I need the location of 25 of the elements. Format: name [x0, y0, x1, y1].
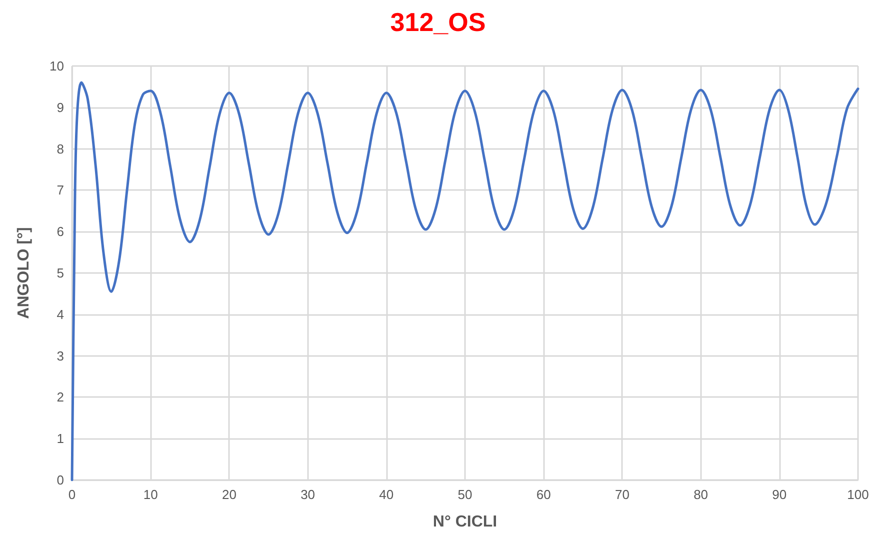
- chart-title: 312_OS: [390, 7, 486, 37]
- x-tick-label: 30: [300, 487, 316, 502]
- x-tick-label: 60: [536, 487, 551, 502]
- y-axis-title: ANGOLO [°]: [16, 227, 32, 319]
- y-tick-label: 6: [56, 224, 64, 240]
- x-tick-label: 80: [694, 487, 708, 502]
- x-tick-label: 100: [847, 487, 869, 502]
- y-tick-label: 8: [56, 141, 64, 156]
- y-tick-label: 3: [56, 348, 64, 364]
- y-tick-label: 5: [56, 266, 64, 280]
- y-tick-label: 7: [56, 182, 64, 198]
- y-tick-label: 0: [56, 472, 64, 488]
- x-tick-label: 0: [68, 487, 76, 502]
- x-tick-label: 70: [614, 487, 630, 502]
- y-tick-label: 10: [50, 58, 64, 74]
- x-tick-label: 90: [772, 487, 787, 502]
- y-tick-label: 4: [56, 306, 64, 322]
- x-tick-label: 20: [222, 487, 236, 502]
- y-tick-label: 1: [56, 431, 64, 446]
- x-tick-label: 10: [143, 487, 158, 502]
- x-axis-title: N° CICLI: [432, 514, 498, 530]
- y-tick-label: 9: [56, 100, 64, 115]
- x-tick-label: 40: [379, 487, 394, 502]
- x-tick-label: 50: [458, 487, 472, 502]
- y-tick-label: 2: [56, 390, 64, 405]
